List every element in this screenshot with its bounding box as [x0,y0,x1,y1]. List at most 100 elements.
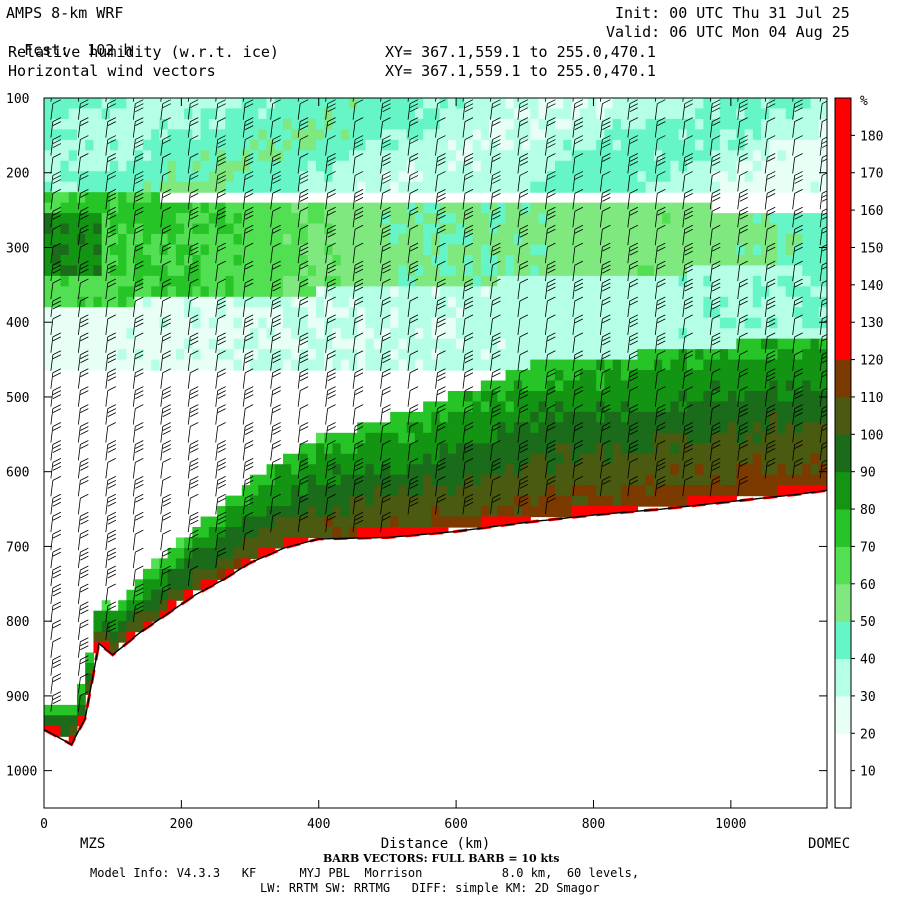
rh-cell [414,296,424,308]
wind-barb-flag [80,655,89,661]
wind-barb [77,480,81,497]
rh-cell [563,411,573,423]
wind-barb [352,516,356,533]
wind-barb-flag [354,314,364,320]
rh-cell [497,160,507,172]
wind-barb [270,462,274,479]
rh-cell [785,443,795,455]
rh-cell [497,443,507,455]
rh-cell [670,129,680,141]
wind-barb-flag [519,189,529,194]
wind-barb [380,336,383,353]
rh-cell [785,254,795,267]
wind-barb [215,480,219,497]
rh-cell [612,160,622,172]
wind-barb-flag [80,519,89,525]
wind-barb [160,98,162,102]
rh-cell [439,118,449,130]
wind-barb-flag [382,117,391,122]
rh-cell [612,464,622,476]
rh-cell [118,234,128,246]
rh-cell [629,411,639,423]
wind-barb [380,408,383,425]
rh-cell [538,474,548,486]
rh-cell [802,359,812,371]
wind-barb-flag [382,171,391,176]
rh-cell [456,244,465,256]
rh-cell [769,223,779,235]
wind-barb-flag [107,444,116,449]
wind-barb-flag [272,372,281,378]
rh-cell [719,411,729,423]
wind-barb-flag [382,408,391,413]
rh-cell [456,223,465,235]
rh-cell [505,160,515,172]
wind-barb [132,462,136,479]
rh-cell [340,98,350,110]
rh-cell [126,296,136,308]
wind-barb [77,444,81,461]
rh-cell [390,464,400,476]
wind-barb-flag [135,193,144,198]
wind-barb-flag [107,117,116,122]
wind-barb-flag [327,210,336,216]
wind-barb [105,498,109,515]
rh-cell [126,160,136,172]
rh-cell [217,558,226,570]
rh-cell [233,328,243,340]
rh-cell [109,610,119,622]
wind-barb-flag [299,462,309,467]
wind-barb [50,498,54,515]
rh-cell [101,213,111,225]
wind-barb-flag [135,260,144,266]
wind-barb-flag [162,430,171,435]
rh-cell [645,338,655,350]
rh-cell [52,223,62,235]
rh-cell [802,317,812,329]
wind-barb [407,462,411,479]
wind-barb [435,444,438,461]
wind-barb-flag [519,135,529,140]
rh-cell [456,307,465,319]
rh-cell [357,526,367,539]
wind-barb-flag [437,332,446,338]
rh-cell [266,474,276,486]
wind-barb-flag [135,372,144,378]
wind-barb-flag [217,260,226,266]
rh-cell [522,349,531,361]
rh-cell [579,160,589,172]
wind-barb-flag [272,368,281,374]
rh-cell [505,108,515,120]
rh-cell [802,160,812,172]
rh-cell [587,181,597,193]
rh-cell [109,139,119,151]
wind-barb-flag [245,529,254,535]
rh-cell [629,286,639,298]
rh-cell [447,359,457,371]
rh-cell [464,432,474,444]
rh-cell [802,328,812,340]
rh-cell [208,328,218,340]
wind-barb-flag [409,440,419,445]
rh-cell [373,223,383,235]
rh-cell [200,328,210,340]
wind-barb [490,498,493,515]
wind-barb [270,426,274,443]
rh-cell [497,118,507,130]
wind-barb-flag [80,637,89,643]
rh-cell [744,317,754,329]
rh-cell [44,181,53,193]
wind-barb-flag [190,86,198,90]
rh-cell [192,307,202,319]
rh-cell [794,370,803,382]
wind-barb-flag [217,224,226,230]
rh-cell [258,286,268,298]
wind-barb-flag [492,493,501,499]
wind-barb-flag [80,193,89,198]
wind-barb-flag [52,350,62,356]
wind-barb-flag [464,278,474,284]
rh-cell [200,359,210,371]
wind-barb-flag [464,153,474,158]
rh-cell [538,213,548,225]
rh-cell [340,307,350,319]
